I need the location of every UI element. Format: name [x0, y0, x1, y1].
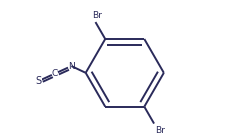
Text: C: C [52, 69, 58, 78]
Text: S: S [35, 76, 41, 86]
Text: N: N [68, 62, 75, 71]
Text: Br: Br [155, 126, 165, 135]
Text: Br: Br [92, 11, 102, 20]
